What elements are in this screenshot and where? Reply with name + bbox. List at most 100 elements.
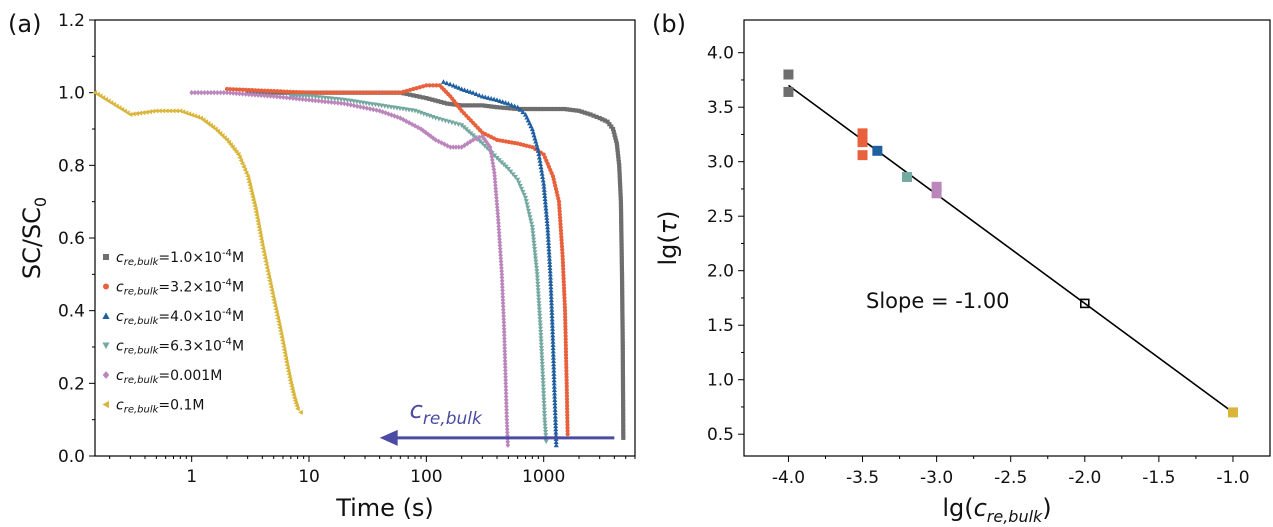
data-point (565, 406, 570, 411)
data-point (620, 322, 625, 327)
data-point (619, 240, 624, 245)
data-point (620, 316, 625, 321)
data-point (264, 265, 270, 271)
data-point (170, 108, 176, 114)
data-point (284, 362, 290, 368)
data-point (535, 278, 541, 284)
data-point (119, 106, 125, 112)
data-point (536, 307, 542, 313)
data-point (564, 397, 570, 402)
data-point (494, 195, 499, 201)
data-point (268, 284, 274, 290)
data-point (456, 85, 462, 90)
plot-frame-b (743, 19, 1271, 457)
data-point (619, 253, 624, 258)
data-point (565, 422, 570, 427)
data-point (540, 378, 546, 383)
data-point (501, 310, 506, 316)
data-point (444, 101, 450, 106)
data-point (560, 250, 565, 256)
data-point (498, 258, 504, 265)
data-point (619, 250, 624, 255)
data-point (493, 182, 498, 188)
data-point (498, 255, 504, 262)
data-point (234, 90, 239, 97)
data-point (536, 294, 542, 300)
data-point (620, 306, 625, 312)
data-point (505, 166, 511, 172)
data-point (476, 92, 482, 98)
data-point (240, 87, 245, 92)
data-point (494, 204, 500, 210)
data-point (551, 177, 556, 182)
data-point (250, 194, 255, 200)
data-point (547, 265, 553, 271)
data-point (565, 416, 570, 421)
data-point (538, 164, 544, 170)
data-point (424, 83, 429, 88)
data-point (530, 234, 536, 240)
legend-entry: cre,bulk=0.1M (102, 398, 204, 416)
data-point (560, 247, 565, 252)
data-point (568, 107, 573, 112)
data-point (553, 426, 559, 432)
data-point (551, 387, 557, 393)
data-point (535, 288, 541, 293)
data-point (579, 109, 584, 114)
data-point (534, 272, 540, 277)
data-point (259, 239, 264, 245)
data-point (503, 367, 508, 374)
data-point (545, 224, 551, 230)
data-point (320, 90, 325, 95)
data-point (447, 101, 453, 107)
data-point (335, 100, 341, 106)
data-point (872, 145, 883, 156)
data-point (100, 95, 106, 101)
data-point (548, 287, 554, 293)
data-point (385, 90, 390, 95)
data-point (501, 316, 507, 322)
data-point (534, 142, 540, 147)
data-point (433, 98, 438, 103)
y-tick-label-b: 1.0 (707, 371, 734, 391)
data-point (258, 90, 263, 95)
data-point (492, 173, 497, 179)
data-point (547, 271, 553, 277)
data-point (265, 271, 271, 277)
data-point (620, 341, 625, 346)
data-point (342, 100, 347, 107)
legend-entry: cre,bulk=4.0×10-4M (102, 307, 244, 327)
data-point (274, 93, 280, 100)
data-point (494, 105, 500, 110)
data-point (544, 221, 550, 227)
data-point (269, 88, 274, 94)
data-point (453, 84, 459, 89)
data-point (343, 90, 348, 95)
data-point (614, 141, 619, 146)
data-point (543, 202, 549, 208)
data-point (619, 272, 625, 277)
data-point (508, 102, 514, 107)
data-point (313, 90, 318, 95)
data-point (440, 79, 447, 84)
data-point (215, 89, 220, 96)
data-point (450, 82, 456, 88)
data-point (549, 316, 555, 322)
data-point (430, 97, 435, 102)
data-point (616, 160, 621, 165)
data-point (281, 343, 286, 350)
data-point (282, 350, 287, 356)
data-point (549, 319, 555, 325)
data-point (495, 213, 501, 220)
data-point (418, 126, 424, 132)
data-point (444, 80, 450, 86)
data-point (253, 88, 258, 93)
data-point (395, 90, 400, 95)
data-point (498, 261, 504, 268)
data-point (621, 426, 626, 431)
data-point (272, 89, 277, 94)
data-point (346, 90, 351, 95)
data-point (551, 380, 557, 386)
data-point (306, 90, 312, 95)
data-point (901, 171, 912, 182)
